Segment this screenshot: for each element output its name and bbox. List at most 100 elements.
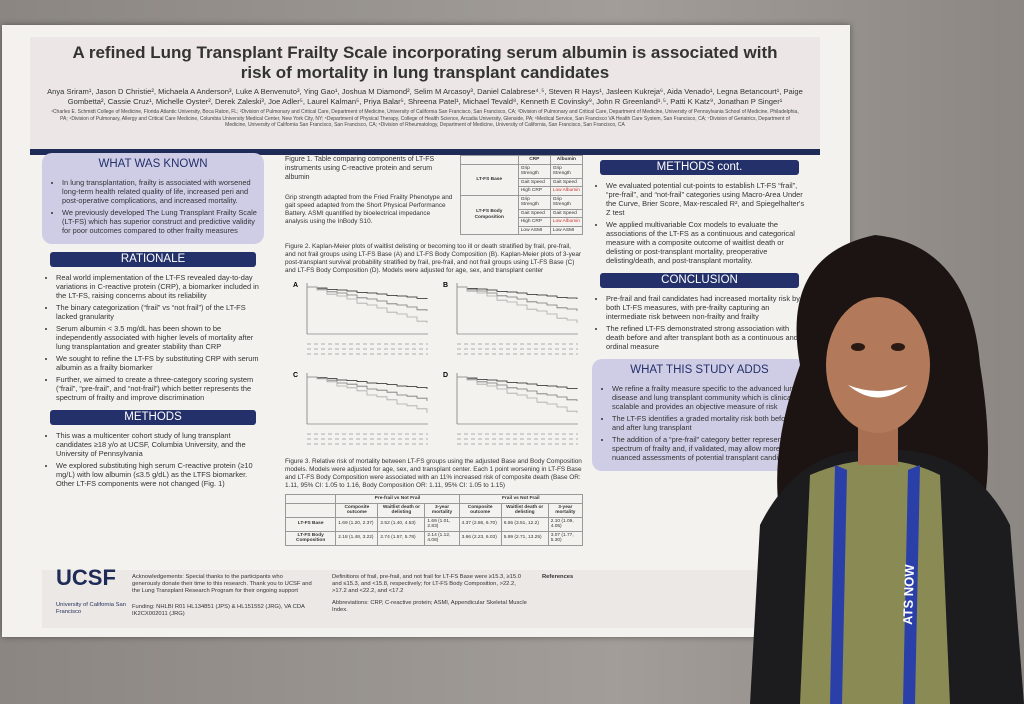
- figure1-caption: Figure 1. Table comparing components of …: [285, 156, 435, 181]
- section-heading: RATIONALE: [50, 252, 256, 267]
- bullet: Real world implementation of the LT-FS r…: [56, 273, 264, 300]
- cell: Gait Speed: [517, 177, 551, 187]
- bullet: We applied multivariable Cox models to e…: [606, 220, 807, 265]
- section: METHODS This was a multicenter cohort stu…: [42, 410, 264, 488]
- poster-title: A refined Lung Transplant Frailty Scale …: [72, 43, 778, 82]
- person: ATS NOW: [750, 235, 1024, 704]
- section-heading: WHAT WAS KNOWN: [98, 158, 208, 170]
- km-curve: [457, 286, 578, 299]
- km-curve: [457, 376, 578, 413]
- column-header: Composite outcome: [458, 502, 502, 518]
- section: RATIONALE Real world implementation of th…: [42, 252, 264, 402]
- bullet: We sought to refine the LT-FS by substit…: [56, 354, 264, 372]
- figure1-table: CRP Albumin LT-FS Base Grip Strength Grip St…: [459, 155, 584, 235]
- corner: [459, 155, 519, 165]
- bullet-list: In lung transplantation, frailty is asso…: [48, 178, 258, 235]
- bullet-list: Pre-frail and frail candidates had incre…: [592, 294, 807, 351]
- bullet: Pre-frail and frail candidates had incre…: [606, 294, 807, 321]
- figure1-note: Grip strength adapted from the Fried Fra…: [285, 194, 453, 225]
- cell: Gait Speed: [549, 208, 584, 218]
- corner: [284, 494, 337, 504]
- cell: 6.55 (3.51, 12.2): [500, 516, 549, 532]
- bullet: The LT-FS identifies a graded mortality …: [612, 414, 801, 432]
- cell: High CRP: [517, 186, 551, 196]
- poster: A refined Lung Transplant Frailty Scale …: [2, 25, 850, 637]
- row-header: LT-FS Base: [284, 516, 337, 532]
- panel-label: C: [293, 372, 298, 379]
- bullet: In lung transplantation, frailty is asso…: [62, 178, 258, 205]
- panel-label: A: [293, 282, 298, 289]
- lanyard: [830, 465, 847, 704]
- bullet: The refined LT-FS demonstrated strong as…: [606, 324, 807, 351]
- row: LT-FS Base Grip Strength Grip Strength: [459, 163, 584, 196]
- column-header: Albumin: [549, 155, 584, 165]
- km-plots: A B C D: [293, 282, 578, 445]
- section: WHAT WAS KNOWN In lung transplantation, f…: [42, 153, 264, 244]
- km-curve: [307, 286, 428, 311]
- corner: [284, 502, 337, 518]
- group-row: Pre-frail vs Not Frail Frail vs Not Frail: [284, 494, 584, 504]
- bullet: Serum albumin < 3.5 mg/dL has been shown…: [56, 324, 264, 351]
- left-column: WHAT WAS KNOWN In lung transplantation, f…: [42, 153, 264, 496]
- banner: A refined Lung Transplant Frailty Scale …: [30, 37, 820, 149]
- bullet: The binary categorization (“frail” vs “n…: [56, 303, 264, 321]
- definitions: Definitions of frail, pre-frail, and not…: [332, 574, 521, 594]
- figure2-caption: Figure 2. Kaplan-Meier plots of waitlist…: [285, 243, 581, 274]
- section: CONCLUSION Pre-frail and frail candidates…: [592, 273, 807, 351]
- group-header: Frail vs Not Frail: [458, 494, 584, 504]
- figure3-caption: Figure 3. Relative risk of mortality bet…: [285, 458, 582, 489]
- eye: [891, 343, 905, 351]
- smile: [848, 385, 908, 398]
- row: Low ASMI Low ASMI: [460, 225, 584, 235]
- figures: Figure 1. Table comparing components of …: [284, 155, 584, 546]
- acknowledgements: Acknowledgements: Special thanks to the …: [132, 574, 312, 594]
- cell: 2.18 (1.48, 3.22): [335, 530, 379, 546]
- logo: UCSF: [56, 565, 116, 590]
- bullet: We evaluated potential cut-points to est…: [606, 181, 807, 217]
- figure3-table: Pre-frail vs Not Frail Frail vs Not Frail…: [284, 494, 584, 546]
- header-row: CRP Albumin: [459, 155, 584, 165]
- cell: 4.37 (2.86, 6.70): [458, 516, 502, 532]
- bullet-list: Real world implementation of the LT-FS r…: [42, 273, 264, 402]
- cell: Grip Strength: [517, 163, 551, 179]
- cell: 2.10 (1.09, 4.05): [547, 516, 584, 532]
- km-curve: [307, 376, 428, 401]
- km-curve: [457, 376, 578, 401]
- badge-text: ATS NOW: [900, 563, 917, 625]
- cell: High CRP: [517, 217, 551, 227]
- km-curve: [307, 286, 428, 323]
- section-heading: METHODS: [50, 410, 256, 425]
- column-header: CRP: [517, 155, 551, 165]
- eye: [851, 343, 865, 351]
- group-header: Pre-frail vs Not Frail: [335, 494, 460, 504]
- cell: Low Albumin: [549, 186, 584, 196]
- km-curve: [457, 286, 578, 323]
- row: LT-FS Base 1.69 (1.20, 2.37) 2.52 (1.40, 4…: [284, 516, 584, 532]
- bullet-list: We evaluated potential cut-points to est…: [592, 181, 807, 265]
- column-header: Composite outcome: [335, 502, 379, 518]
- column-header: 3-year mortality: [547, 502, 584, 518]
- section-heading: METHODS cont.: [600, 160, 799, 175]
- cell: Low ASMI: [549, 225, 584, 235]
- abbreviations: Abbreviations: CRP, C-reactive protein; …: [332, 600, 527, 613]
- divider: [30, 149, 820, 155]
- cell: 2.52 (1.40, 4.53): [377, 516, 426, 532]
- funding: Funding: NHLBI R01 HL134851 (JPS) & HL15…: [132, 604, 305, 617]
- panel-label: B: [443, 282, 448, 289]
- figure1: Figure 1. Table comparing components of …: [285, 155, 584, 235]
- column-row: Composite outcome Waitlist death or delis…: [284, 502, 584, 518]
- column-header: 3-year mortality: [424, 502, 460, 518]
- km-curve: [457, 286, 578, 311]
- cell: Gait Speed: [549, 177, 584, 187]
- face: [826, 297, 930, 433]
- section-heading: WHAT THIS STUDY ADDS: [630, 364, 769, 376]
- cell: Grip Strength: [549, 194, 584, 210]
- cell: 3.66 (2.23, 6.03): [458, 530, 502, 546]
- row-header: LT-FS Body Composition: [459, 194, 519, 235]
- cell: Gait Speed: [517, 208, 551, 218]
- references: References: [542, 574, 574, 580]
- cell: 1.69 (1.20, 2.37): [335, 516, 379, 532]
- cell: 2.74 (1.57, 5.78): [377, 530, 426, 546]
- cell: Grip Strength: [517, 194, 551, 210]
